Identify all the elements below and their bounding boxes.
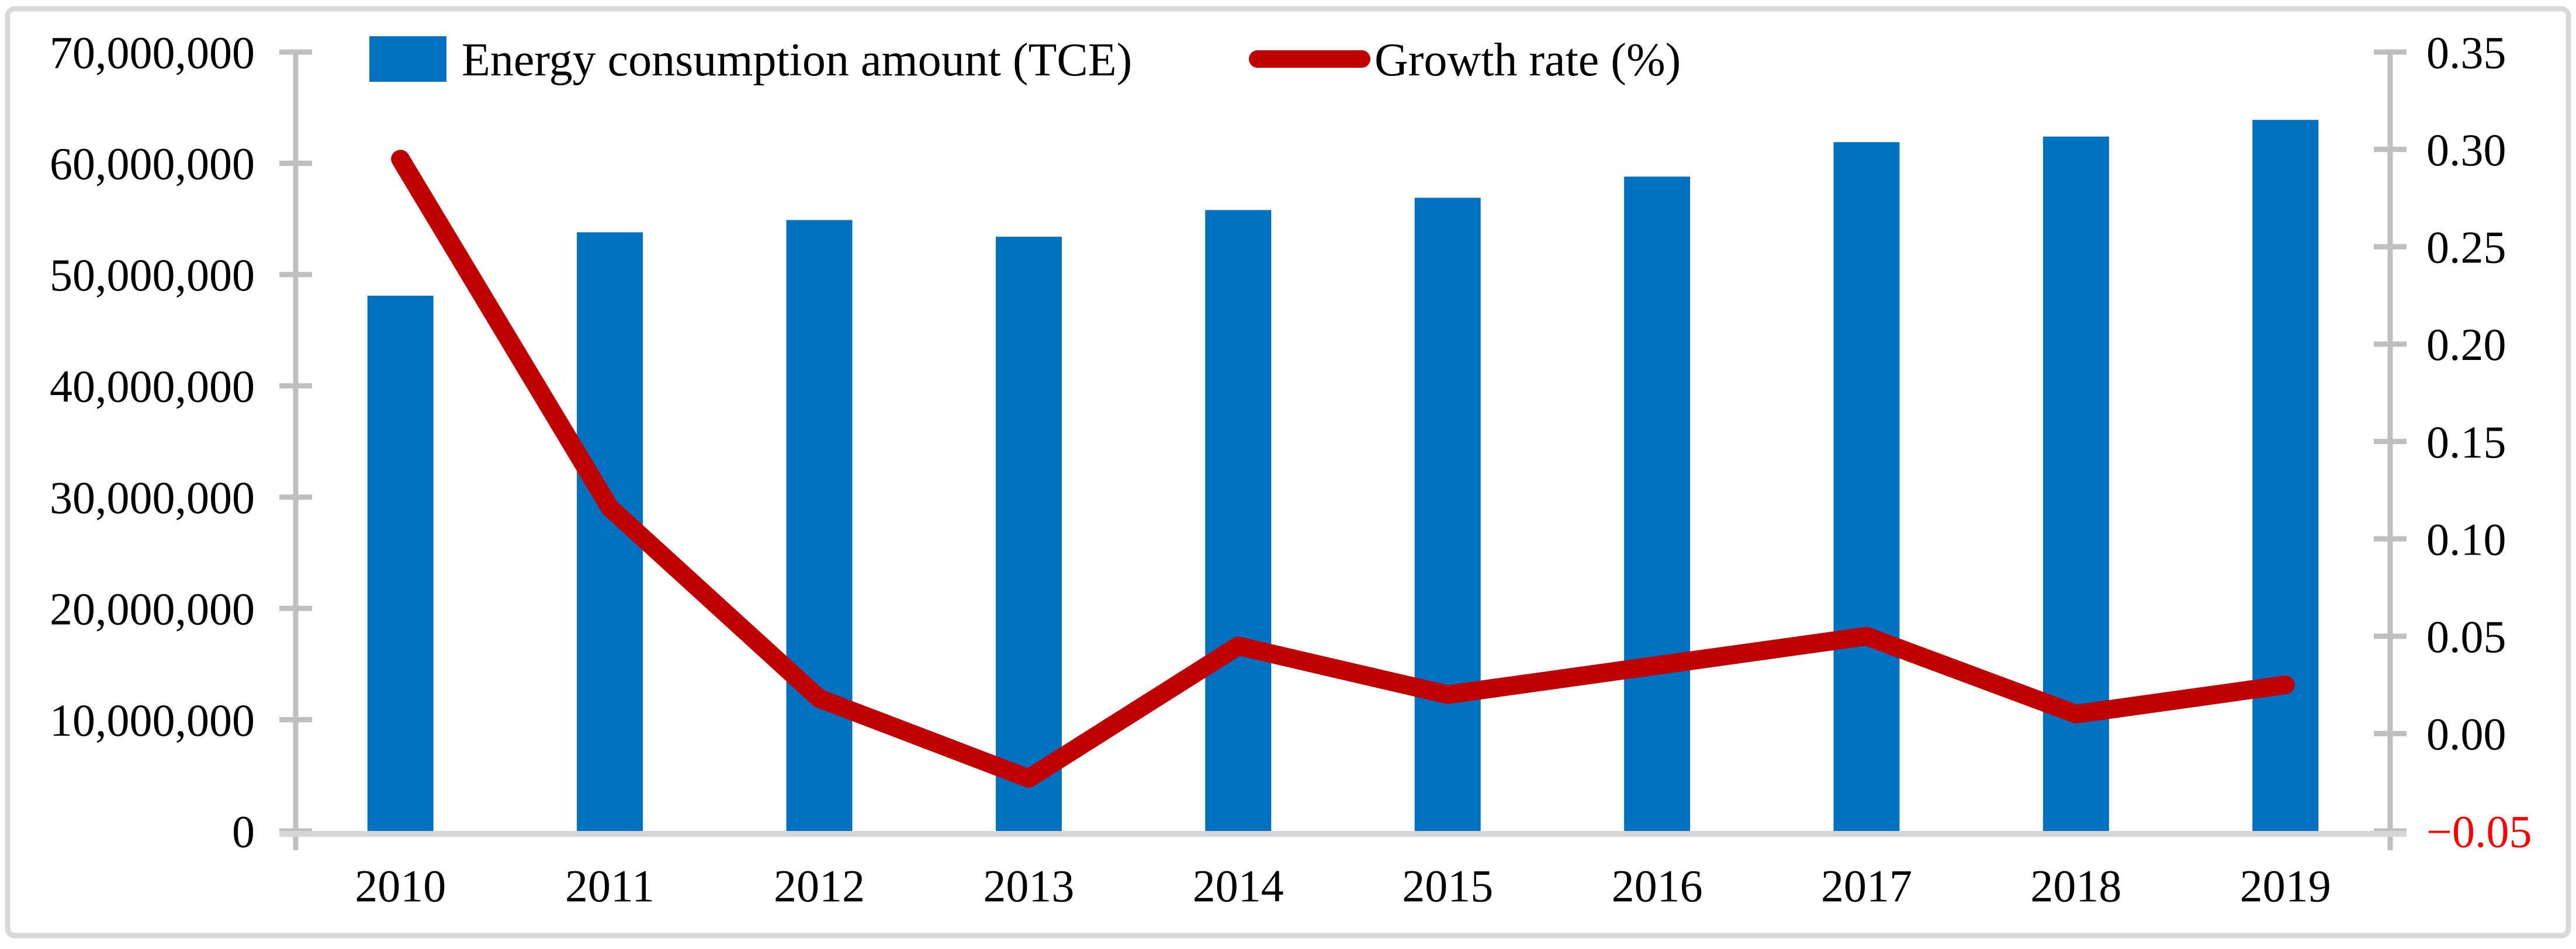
legend-bar-swatch: [369, 36, 446, 82]
bar-2016: [1624, 176, 1691, 831]
left-axis-tick-label: 20,000,000: [50, 583, 255, 634]
line-layer: [391, 150, 2295, 788]
right-axis-tick-label: 0.05: [2426, 611, 2506, 662]
left-axis-tick-label: 70,000,000: [50, 27, 255, 78]
bar-2012: [786, 220, 853, 832]
right-axis-tick-label: 0.00: [2426, 709, 2506, 760]
x-axis-year-label: 2015: [1402, 860, 1493, 911]
legend-bar-label: Energy consumption amount (TCE): [462, 34, 1132, 86]
legend-line-label: Growth rate (%): [1374, 34, 1681, 86]
x-axis-year-label: 2012: [774, 860, 865, 911]
x-axis-year-label: 2019: [2240, 860, 2331, 911]
bar-2010: [367, 296, 434, 831]
left-axis-tick-label: 50,000,000: [50, 250, 255, 300]
left-axis-tick-label: 40,000,000: [50, 361, 255, 412]
right-axis-tick-label: 0.35: [2426, 27, 2506, 78]
x-axis-year-label: 2010: [355, 860, 446, 911]
left-axis-tick-label: 60,000,000: [50, 138, 255, 189]
right-axis-tick-label: −0.05: [2426, 806, 2532, 857]
x-axis-year-label: 2016: [1612, 860, 1703, 911]
x-axis-year-label: 2013: [983, 860, 1074, 911]
bar-2017: [1833, 142, 1900, 831]
legend: Energy consumption amount (TCE) Growth r…: [369, 34, 1681, 86]
right-axis-tick-label: 0.25: [2426, 222, 2506, 273]
bars-layer: [367, 120, 2319, 832]
bar-2013: [995, 237, 1062, 831]
tick-labels-layer: 70,000,000 60,000,000 50,000,000 40,000,000…: [50, 27, 2532, 911]
left-axis-tick-label: 30,000,000: [50, 472, 255, 523]
right-axis-tick-label: 0.20: [2426, 319, 2506, 370]
axes-layer: [279, 49, 2407, 850]
x-axis-year-label: 2018: [2030, 860, 2121, 911]
right-axis-tick-label: 0.10: [2426, 514, 2506, 564]
x-axis-year-label: 2014: [1193, 860, 1284, 911]
right-axis-tick-label: 0.30: [2426, 124, 2506, 175]
right-axis-tick-label: 0.15: [2426, 417, 2506, 467]
chart-border: [5, 6, 2571, 938]
bar-2014: [1205, 210, 1272, 831]
x-axis-year-label: 2017: [1821, 860, 1912, 911]
left-axis-tick-label: 10,000,000: [50, 695, 255, 746]
x-axis-year-label: 2011: [565, 860, 655, 911]
bar-2019: [2252, 120, 2319, 832]
bar-2015: [1414, 198, 1481, 831]
bar-2018: [2042, 136, 2109, 831]
growth-rate-line: [391, 150, 2295, 788]
left-axis-tick-label: 0: [232, 806, 255, 857]
